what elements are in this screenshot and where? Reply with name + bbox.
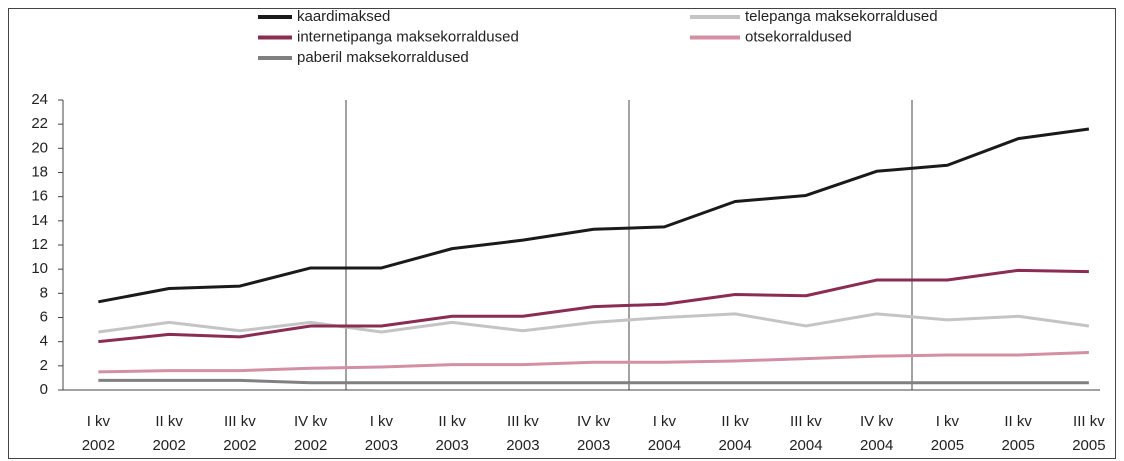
x-tick-label: II kv	[1004, 413, 1032, 430]
x-tick-label: IV kv	[577, 413, 611, 430]
series-line	[98, 127, 1090, 304]
x-tick-label: 2004	[718, 437, 751, 454]
x-tick-label: 2002	[152, 437, 185, 454]
x-tick-label: III kv	[507, 413, 539, 430]
x-tick-label: I kv	[87, 413, 111, 430]
x-tick-label: II kv	[721, 413, 749, 430]
series-line	[98, 351, 1089, 374]
y-tick-label: 12	[31, 236, 48, 253]
x-tick-label: I kv	[370, 413, 394, 430]
x-tick-label: III kv	[1073, 413, 1105, 430]
x-tick-label: 2005	[931, 437, 964, 454]
chart-frame	[8, 8, 1116, 459]
x-tick-label: 2002	[223, 437, 256, 454]
x-tick-label: 2005	[1072, 437, 1105, 454]
x-tick-label: IV kv	[294, 413, 328, 430]
series-line	[98, 312, 1090, 334]
legend-label: internetipanga maksekorraldused	[297, 28, 519, 45]
x-tick-label: 2003	[506, 437, 539, 454]
x-tick-label: 2003	[435, 437, 468, 454]
y-tick-label: 8	[40, 284, 48, 301]
y-tick-label: 0	[40, 381, 48, 398]
x-tick-label: III kv	[790, 413, 822, 430]
x-tick-label: 2004	[789, 437, 822, 454]
x-tick-label: 2003	[365, 437, 398, 454]
x-tick-label: 2005	[1001, 437, 1034, 454]
legend-label: telepanga maksekorraldused	[745, 8, 938, 25]
y-tick-label: 16	[31, 188, 48, 205]
y-tick-label: 2	[40, 357, 48, 374]
y-tick-label: 14	[31, 212, 48, 229]
x-tick-label: 2004	[648, 437, 681, 454]
series-line	[98, 268, 1089, 344]
x-tick-label: II kv	[155, 413, 183, 430]
y-tick-label: 20	[31, 139, 48, 156]
y-tick-label: 6	[40, 308, 48, 325]
legend-label: otsekorraldused	[745, 28, 852, 45]
y-tick-label: 18	[31, 163, 48, 180]
y-tick-label: 10	[31, 260, 48, 277]
legend-label: kaardimaksed	[297, 8, 390, 25]
x-tick-label: 2002	[82, 437, 115, 454]
x-tick-label: 2002	[294, 437, 327, 454]
x-tick-label: 2004	[860, 437, 893, 454]
x-tick-label: IV kv	[860, 413, 894, 430]
x-tick-label: I kv	[936, 413, 960, 430]
x-tick-label: II kv	[438, 413, 466, 430]
x-tick-label: III kv	[224, 413, 256, 430]
y-tick-label: 22	[31, 115, 48, 132]
legend-label: paberil maksekorraldused	[297, 49, 469, 66]
x-tick-label: I kv	[653, 413, 677, 430]
x-tick-label: 2003	[577, 437, 610, 454]
series-line	[98, 378, 1089, 385]
y-tick-label: 4	[40, 333, 48, 350]
y-tick-label: 24	[31, 91, 48, 108]
